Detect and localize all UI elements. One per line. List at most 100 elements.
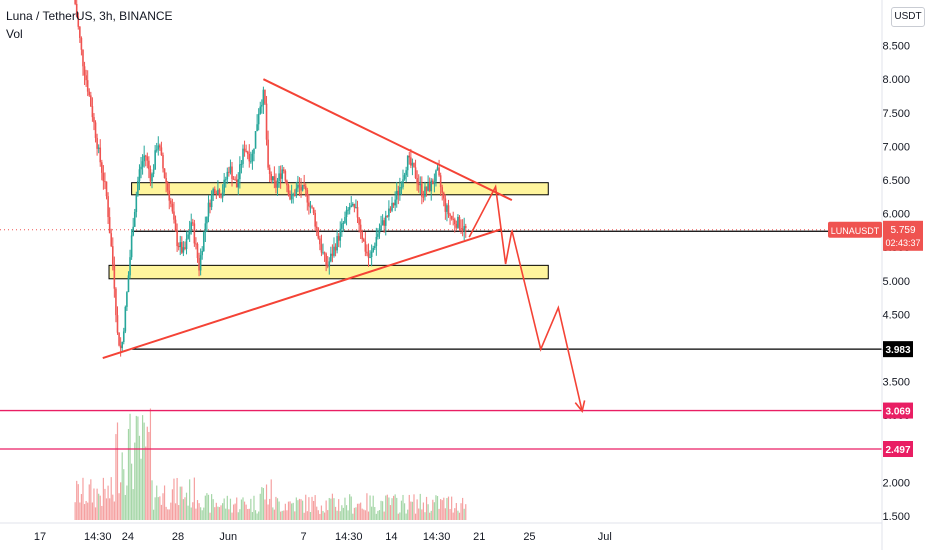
volume-bar bbox=[236, 497, 238, 520]
volume-bar bbox=[152, 509, 155, 520]
candle-body bbox=[457, 216, 459, 228]
volume-label[interactable]: Vol bbox=[6, 27, 23, 41]
volume-bar bbox=[174, 503, 177, 520]
symbol-title[interactable]: Luna / TetherUS, 3h, BINANCE bbox=[6, 9, 173, 23]
volume-bar bbox=[452, 512, 454, 520]
candle-body bbox=[207, 202, 210, 217]
volume-bar bbox=[429, 512, 431, 520]
candle-body bbox=[362, 239, 365, 242]
volume-bar bbox=[312, 500, 315, 520]
volume-bar bbox=[222, 503, 224, 520]
candle-body bbox=[405, 170, 407, 176]
candle-body bbox=[386, 215, 389, 217]
projection-path[interactable] bbox=[468, 184, 583, 412]
zone-1[interactable] bbox=[131, 182, 549, 196]
volume-bar bbox=[211, 494, 213, 520]
volume-bar bbox=[116, 422, 119, 520]
countdown-text: 02:43:37 bbox=[885, 238, 920, 248]
symbol-tag bbox=[828, 221, 882, 238]
zone-2[interactable] bbox=[108, 264, 549, 280]
volume-bar bbox=[262, 488, 264, 520]
volume-bar bbox=[369, 495, 371, 520]
candle-body bbox=[282, 169, 285, 172]
candle-body bbox=[151, 174, 153, 182]
volume-bar bbox=[190, 507, 192, 520]
candle-body bbox=[372, 248, 375, 252]
candle-body bbox=[193, 223, 196, 244]
volume-bar bbox=[421, 509, 423, 520]
volume-bar bbox=[157, 497, 159, 520]
candle-body bbox=[325, 253, 327, 266]
volume-bar bbox=[212, 499, 214, 520]
candle-body bbox=[130, 235, 133, 258]
candle-body bbox=[122, 331, 125, 342]
candle-body bbox=[272, 176, 274, 181]
price-tick: 5.000 bbox=[882, 276, 910, 288]
volume-bar bbox=[146, 426, 148, 520]
volume-bar bbox=[460, 503, 462, 520]
candle-body bbox=[293, 194, 296, 196]
volume-bar bbox=[284, 503, 286, 520]
candle-body bbox=[137, 181, 139, 196]
volume-bar bbox=[413, 494, 415, 520]
candle-body bbox=[417, 183, 420, 186]
candle-body bbox=[217, 189, 219, 195]
candle-body bbox=[323, 252, 326, 254]
volume-bar bbox=[99, 495, 101, 520]
volume-bar bbox=[454, 508, 456, 520]
trendline-2[interactable] bbox=[102, 228, 503, 360]
candle-body bbox=[257, 113, 260, 125]
volume-bar bbox=[276, 498, 279, 520]
volume-bar bbox=[118, 493, 120, 520]
volume-bar bbox=[385, 495, 387, 520]
volume-bar bbox=[402, 494, 404, 520]
volume-bar bbox=[345, 505, 348, 520]
currency-button[interactable]: USDT bbox=[891, 7, 925, 27]
volume-bar bbox=[74, 502, 76, 520]
price-tick: 1.500 bbox=[882, 511, 910, 523]
volume-bar bbox=[407, 509, 409, 520]
volume-bar bbox=[90, 479, 92, 520]
candle-body bbox=[187, 234, 189, 239]
candle-body bbox=[460, 228, 462, 230]
volume-bars bbox=[74, 408, 467, 520]
volume-bar bbox=[432, 499, 434, 520]
candle-body bbox=[377, 233, 379, 237]
candle-body bbox=[162, 155, 164, 169]
volume-bar bbox=[171, 489, 174, 520]
candle-body bbox=[213, 188, 216, 194]
candle-body bbox=[438, 167, 440, 176]
candle-body bbox=[113, 264, 116, 289]
volume-bar bbox=[83, 504, 86, 520]
volume-bar bbox=[297, 500, 299, 520]
candle-body bbox=[133, 212, 136, 227]
candle-body bbox=[129, 257, 131, 276]
volume-bar bbox=[91, 502, 93, 520]
candle-body bbox=[160, 147, 163, 156]
volume-bar bbox=[347, 510, 349, 520]
candle-body bbox=[261, 105, 263, 107]
candle-body bbox=[353, 203, 356, 208]
volume-bar bbox=[465, 504, 467, 520]
volume-bar bbox=[256, 513, 258, 520]
candle-body bbox=[388, 208, 390, 217]
candle-body bbox=[116, 315, 119, 333]
volume-bar bbox=[195, 508, 197, 520]
candle-body bbox=[174, 219, 177, 231]
candle-body bbox=[463, 226, 465, 231]
volume-bar bbox=[291, 503, 293, 520]
trendline-1[interactable] bbox=[262, 78, 513, 202]
candle-body bbox=[433, 181, 436, 185]
candle-body bbox=[435, 170, 437, 182]
volume-bar bbox=[344, 497, 346, 520]
candle-body bbox=[337, 236, 340, 241]
candle-body bbox=[86, 80, 89, 92]
candle-body bbox=[99, 147, 102, 163]
volume-bar bbox=[127, 428, 130, 520]
candle-body bbox=[96, 137, 98, 149]
volume-bar bbox=[427, 504, 429, 520]
horizontal-levels bbox=[0, 230, 882, 450]
volume-bar bbox=[143, 422, 145, 520]
candle-body bbox=[392, 202, 395, 206]
